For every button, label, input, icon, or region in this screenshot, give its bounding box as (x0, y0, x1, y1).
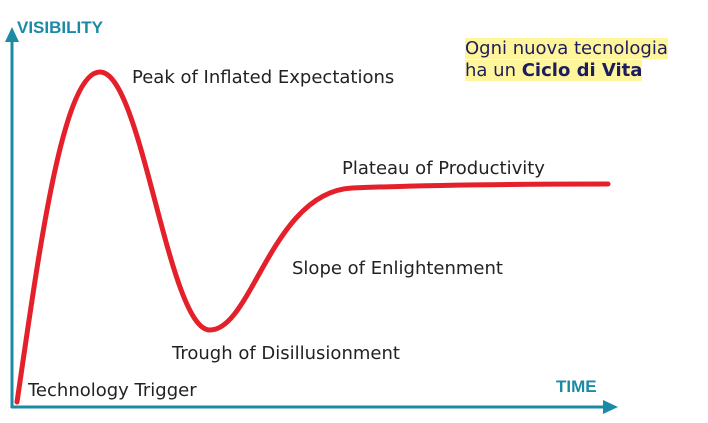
hype-curve (14, 69, 611, 405)
callout-line: ha un Ciclo di Vita (465, 60, 643, 81)
phase-label: Plateau of Productivity (342, 158, 545, 179)
y-axis-arrow (5, 27, 19, 42)
x-axis-arrow (603, 400, 618, 414)
callout-line: Ogni nuova tecnologia (465, 38, 668, 59)
phase-label: Technology Trigger (27, 380, 197, 401)
y-axis-label: VISIBILITY (17, 18, 104, 37)
callout-text: ha un (465, 60, 516, 81)
phase-label: Trough of Disillusionment (171, 343, 400, 364)
phase-label: Slope of Enlightenment (292, 258, 503, 279)
callout: Ogni nuova tecnologia ha un Ciclo di Vit… (465, 38, 668, 82)
x-axis-label: TIME (556, 377, 597, 396)
phase-label: Peak of Inflated Expectations (132, 67, 394, 88)
callout-bold: Ciclo di Vita (521, 60, 643, 81)
